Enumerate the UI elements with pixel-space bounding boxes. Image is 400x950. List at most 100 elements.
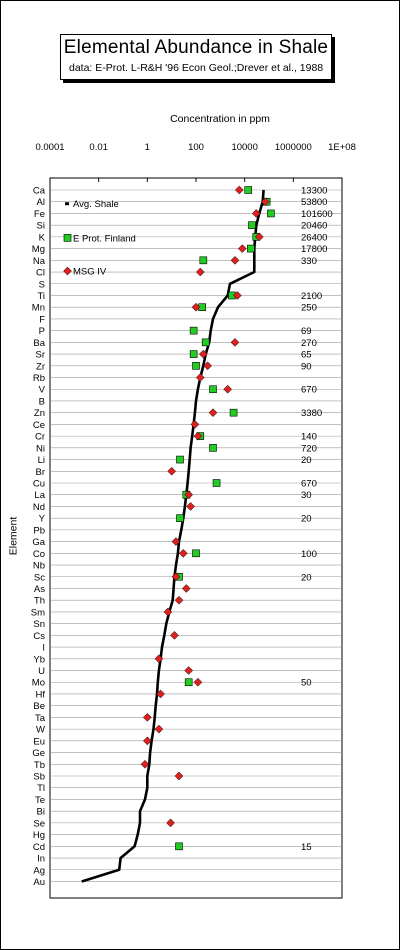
y-tick-label: Na (33, 256, 46, 267)
value-annotation: 20 (301, 455, 312, 466)
y-tick-label: Ti (37, 291, 45, 302)
data-point-marker (163, 607, 173, 617)
value-annotation: 330 (301, 256, 317, 267)
y-tick-label: Cl (36, 268, 45, 279)
y-tick-label: Sb (33, 772, 45, 783)
y-tick-label: Co (33, 549, 45, 560)
value-annotation: 270 (301, 338, 317, 349)
data-point-marker (198, 349, 208, 359)
data-point-square (247, 244, 255, 253)
y-tick-label: Bi (37, 807, 45, 818)
data-point-marker (171, 537, 181, 546)
y-tick-label: Cr (35, 432, 45, 443)
data-point-square (192, 361, 200, 370)
data-point-marker (234, 185, 244, 195)
y-tick-label: W (36, 725, 45, 736)
x-tick-label: 100 (188, 142, 204, 153)
data-point-marker (181, 584, 191, 593)
data-point-marker (251, 209, 261, 218)
chart-subtitle: data: E-Prot. L-R&H '96 Econ Geol.;Dreve… (69, 62, 324, 74)
y-tick-label: S (39, 279, 45, 290)
y-tick-label: Mo (32, 678, 45, 689)
data-point-marker (195, 267, 205, 277)
value-annotation: 100 (301, 549, 317, 560)
y-tick-label: Se (33, 818, 45, 829)
y-tick-label: Ta (35, 713, 46, 724)
y-tick-label: Cd (33, 842, 45, 853)
data-point-marker (186, 502, 195, 511)
y-tick-label: Sn (33, 619, 45, 630)
data-point-marker (223, 384, 233, 394)
series-line (81, 189, 265, 883)
data-point-marker (193, 677, 203, 687)
data-point-marker (190, 420, 200, 429)
y-tick-label: Au (33, 877, 45, 888)
value-annotation: 720 (301, 443, 317, 454)
y-tick-label: Th (34, 596, 45, 607)
value-annotation: 15 (301, 842, 312, 853)
x-tick-label: 10000 (231, 142, 257, 153)
x-tick-label: 1E+08 (328, 142, 356, 153)
y-tick-label: Mg (32, 244, 45, 255)
y-tick-label: Si (37, 221, 45, 232)
value-annotation: 670 (301, 385, 317, 396)
data-point-marker (142, 713, 152, 722)
value-annotation: 13300 (301, 186, 327, 197)
y-tick-label: Ni (36, 443, 45, 454)
y-tick-label: Sr (36, 350, 46, 361)
value-annotation: 50 (301, 678, 312, 689)
data-point-marker (171, 572, 181, 582)
chart-title: Elemental Abundance in Shale (63, 37, 329, 58)
value-annotation: 17800 (301, 244, 327, 255)
y-tick-label: Te (35, 795, 45, 806)
value-annotation: 26400 (301, 232, 327, 243)
data-point-marker (170, 631, 179, 640)
legend-label: E Prot. Finland (73, 233, 136, 244)
data-point-square (244, 186, 253, 194)
x-tick-label: 1 (145, 142, 150, 153)
data-point-square (192, 549, 200, 558)
y-tick-label: Tb (34, 760, 45, 771)
value-annotation: 20 (301, 572, 312, 583)
title-box: Elemental Abundance in Shale data: E-Pro… (60, 34, 332, 80)
data-point-square (176, 455, 184, 464)
data-point-marker (195, 373, 205, 382)
y-tick-label: In (37, 854, 45, 865)
x-tick-label: 0.0001 (35, 142, 64, 153)
y-tick-label: Nd (33, 502, 45, 513)
value-annotation: 3380 (301, 408, 322, 419)
y-tick-label: V (39, 385, 46, 396)
data-point-marker (140, 759, 150, 769)
legend-label: Avg. Shale (73, 199, 119, 210)
y-tick-label: Al (37, 197, 45, 208)
y-tick-label: Fe (34, 209, 45, 220)
y-tick-label: Nb (33, 561, 45, 572)
data-point-marker (174, 771, 184, 781)
data-point-square (176, 514, 184, 522)
y-tick-label: F (39, 314, 45, 325)
y-tick-label: Sm (31, 607, 45, 618)
y-tick-label: Ga (32, 537, 45, 548)
y-tick-label: Sc (34, 572, 45, 583)
data-point-marker (193, 431, 203, 441)
y-tick-label: Cu (33, 479, 45, 490)
value-annotation: 20 (301, 514, 312, 525)
y-tick-label: Yb (33, 654, 45, 665)
y-tick-label: Br (36, 467, 46, 478)
data-point-square (184, 678, 193, 687)
y-tick-label: Zr (36, 361, 45, 372)
y-tick-label: Ag (33, 865, 45, 876)
y-tick-label: Y (39, 514, 46, 525)
y-tick-label: K (39, 232, 46, 243)
x-axis-label: Concentration in ppm (170, 113, 270, 125)
data-point-marker (203, 361, 212, 371)
data-point-marker (174, 595, 184, 605)
data-point-square (199, 256, 208, 265)
y-tick-label: Eu (33, 736, 45, 747)
data-point-square (209, 444, 217, 452)
y-tick-label: Ce (33, 420, 45, 431)
data-point-square (175, 842, 183, 851)
y-tick-label: Mn (32, 303, 45, 314)
y-tick-label: Pb (33, 525, 45, 536)
